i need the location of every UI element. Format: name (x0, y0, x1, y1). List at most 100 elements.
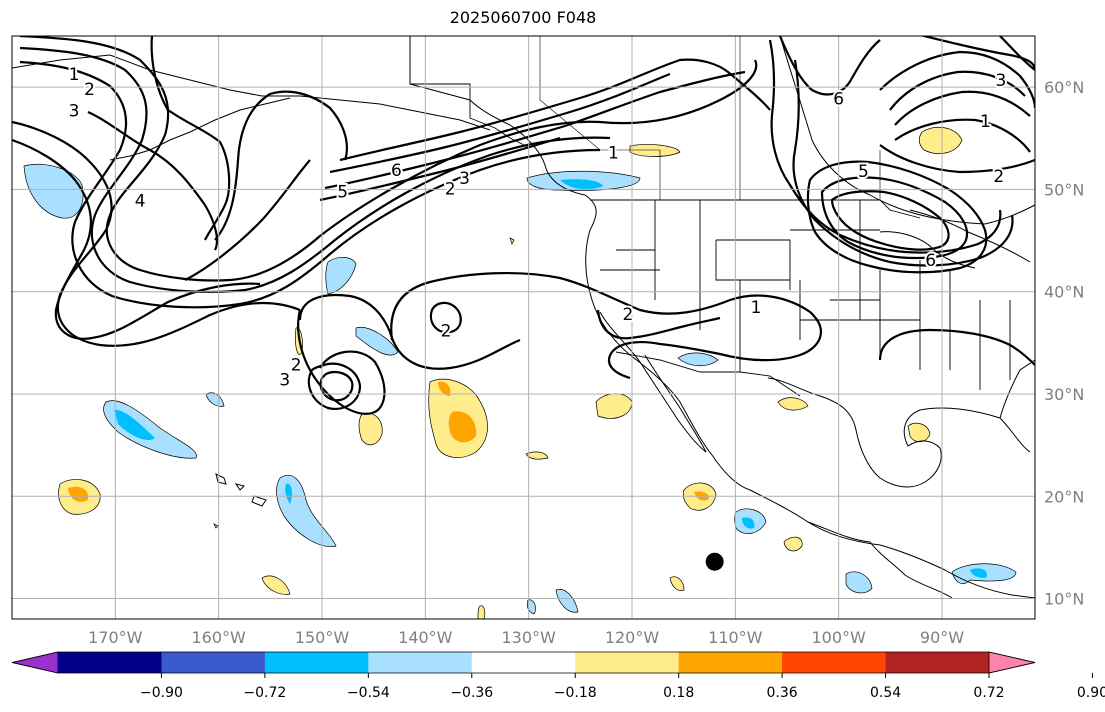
contour-line (324, 70, 746, 190)
shade-negative (845, 571, 873, 594)
contour-line (792, 59, 1014, 267)
colorbar-tick-label: 0.72 (973, 685, 1004, 701)
shade-positive (477, 605, 486, 619)
lat-tick-label: 40°N (1044, 283, 1084, 302)
lon-tick-label: 150°W (295, 628, 350, 647)
shade-positive (525, 451, 549, 460)
lat-tick-label: 10°N (1044, 590, 1084, 609)
contour-line (889, 70, 1026, 111)
lat-tick-label: 60°N (1044, 78, 1084, 97)
coastline-baja (599, 311, 707, 453)
gridlines (12, 36, 1035, 619)
colorbar-segment (678, 652, 783, 673)
colorbar-tick-label: −0.54 (347, 685, 390, 701)
shade-positive (448, 411, 477, 443)
contour-line (298, 294, 521, 370)
plot-frame (11, 35, 1036, 620)
contour-line (319, 371, 354, 402)
colorbar-segment (782, 652, 887, 673)
colorbar-segment (575, 652, 680, 673)
shade-negative (23, 163, 84, 219)
shade-negative (742, 517, 755, 529)
shade-negative (526, 599, 536, 615)
map-title: 2025060700 F048 (449, 8, 597, 27)
contour-line (19, 36, 758, 282)
lon-tick-label: 110°W (708, 628, 763, 647)
contour-label: 5 (337, 182, 348, 202)
contour-label: 4 (135, 192, 146, 212)
contour-line (19, 60, 601, 309)
canada-us-border (590, 199, 921, 219)
contour-label: 3 (279, 371, 290, 391)
colorbar-tick-label: −0.36 (450, 685, 493, 701)
shade-negative (555, 588, 579, 613)
colorbar-segment (885, 652, 990, 673)
contour-label: 2 (441, 322, 452, 342)
contour-label: 1 (69, 65, 80, 85)
lon-tick-label: 170°W (88, 628, 143, 647)
shade-negative (677, 352, 719, 367)
shade-positive (777, 397, 809, 411)
contour-label: 3 (69, 102, 80, 122)
shade-positive (438, 381, 451, 396)
shade-negative (355, 326, 399, 356)
location-marker (705, 552, 724, 571)
shade-negative (285, 483, 293, 504)
contour-line (919, 36, 1035, 71)
lon-tick-label: 120°W (605, 628, 660, 647)
contour-label: 2 (622, 305, 633, 325)
contour-line (878, 328, 1035, 366)
lon-tick-label: 140°W (398, 628, 453, 647)
contour-line (329, 72, 671, 174)
lat-tick-label: 50°N (1044, 180, 1084, 199)
contour-label: 2 (993, 167, 1004, 187)
contour-line (820, 176, 969, 260)
colorbar-tick-label: −0.18 (554, 685, 597, 701)
coastline-central-america (807, 521, 953, 599)
contour-label: 6 (925, 251, 936, 271)
contour-label: 1 (751, 298, 762, 318)
lat-tick-label: 20°N (1044, 487, 1084, 506)
shade-positive (68, 486, 89, 502)
colorbar-segment (368, 652, 473, 673)
contour-label: 3 (459, 169, 470, 189)
shade-negative (970, 568, 987, 578)
colorbar-extend-high (988, 651, 1036, 674)
state-lines (600, 200, 1011, 390)
contour-label: 2 (291, 355, 302, 375)
contour-label: 3 (995, 71, 1006, 91)
lon-tick-label: 100°W (811, 628, 866, 647)
contour-label: 5 (858, 162, 869, 182)
contour-label: 2 (445, 179, 456, 199)
colorbar-tick-label: −0.72 (243, 685, 286, 701)
colorbar-tick-label: −0.90 (140, 685, 183, 701)
shade-positive (629, 144, 681, 157)
colorbar-tick-label: 0.36 (767, 685, 798, 701)
shade-positive (261, 575, 291, 595)
contour-label: 1 (980, 112, 991, 132)
contour-line (297, 309, 386, 415)
shade-positive (509, 237, 515, 245)
colorbar-segment (161, 652, 266, 673)
contour-line (879, 50, 1035, 109)
contour-line (429, 301, 462, 334)
colorbar-tick-label: 0.18 (663, 685, 694, 701)
shade-positive (358, 412, 383, 446)
lon-tick-label: 90°W (920, 628, 964, 647)
colorbar-segment (471, 652, 576, 673)
colorbar-extend-low (11, 651, 59, 674)
colorbar-tick-label: 0.90 (1077, 685, 1105, 701)
contour-lines (12, 36, 1035, 415)
coastline-gulf-mexico (767, 377, 1031, 488)
coastline-hudson-bay (779, 36, 1035, 225)
shade-negative (114, 409, 155, 441)
contour-line (894, 90, 1031, 126)
longitude-axis: 170°W 160°W 150°W 140°W 130°W 120°W 110°W 100°W… (88, 628, 964, 647)
contour-line (806, 160, 988, 274)
shade-negative (205, 392, 225, 407)
shade-negative (103, 400, 197, 459)
contour-line (339, 58, 771, 162)
shade-negative (325, 257, 357, 295)
